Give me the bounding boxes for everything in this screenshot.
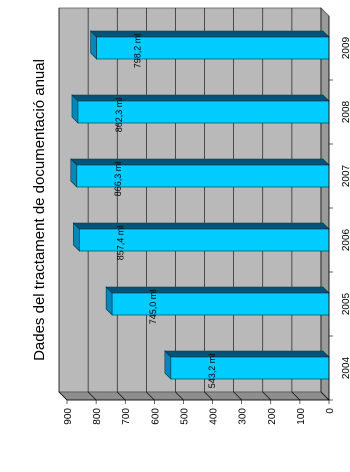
data-labels: 543,2 ml 745,0 ml 857,4 ml 866,3 ml 862,3 ml… — [113, 34, 217, 389]
category-tick-label: 2009 — [341, 36, 350, 59]
bar-side-face — [70, 158, 330, 166]
chart-walls — [58, 7, 330, 401]
back-wall — [58, 7, 322, 393]
gridline-depth — [146, 391, 155, 401]
gridline-depth — [262, 391, 271, 401]
category-axis-ticks: 2004 2005 2006 2007 2008 2009 — [328, 16, 350, 401]
value-tick-label: 100 — [296, 408, 307, 425]
data-label: 745,0 ml — [148, 290, 158, 325]
data-label: 866,3 ml — [113, 162, 123, 197]
category-tick-label: 2004 — [341, 356, 350, 379]
data-label: 798,2 ml — [133, 34, 143, 69]
gridline-depth — [291, 391, 301, 401]
bar-side-face — [164, 350, 330, 358]
bar — [96, 36, 330, 60]
gridline-depth — [233, 391, 242, 401]
data-label: 543,2 ml — [207, 354, 217, 389]
value-axis-ticks: 0 100 200 300 400 500 600 700 800 900 — [63, 399, 336, 425]
category-tick-label: 2008 — [341, 100, 350, 123]
data-label: 857,4 ml — [115, 226, 125, 261]
value-tick-label: 200 — [267, 408, 278, 425]
value-tick-label: 500 — [179, 408, 190, 425]
gridline-depth — [87, 391, 97, 401]
bar — [170, 356, 330, 380]
gridline-depth — [320, 391, 330, 401]
data-label: 862,3 ml — [114, 98, 124, 133]
bar-side-face — [105, 286, 330, 294]
bar-side-face — [71, 94, 330, 102]
side-wall — [58, 391, 330, 401]
category-tick-label: 2006 — [341, 228, 350, 251]
gridlines — [58, 8, 330, 404]
value-tick-label: 700 — [121, 408, 132, 425]
floor — [320, 7, 330, 401]
category-tick-label: 2005 — [341, 292, 350, 315]
gridline-depth — [58, 391, 68, 401]
bar — [111, 292, 330, 316]
value-tick-label: 400 — [209, 408, 220, 425]
value-tick-label: 800 — [92, 408, 103, 425]
value-tick-label: 0 — [325, 408, 336, 414]
value-tick-label: 300 — [238, 408, 249, 425]
chart-title: Dades del tractament de documentació anu… — [31, 59, 48, 361]
bar-side-face — [89, 30, 330, 38]
gridline-depth — [204, 391, 213, 401]
bar-side-face — [72, 222, 330, 230]
gridline-depth — [175, 391, 184, 401]
value-tick-label: 600 — [150, 408, 161, 425]
bars — [70, 30, 330, 380]
category-tick-label: 2007 — [341, 164, 350, 187]
gridline-depth — [117, 391, 126, 401]
value-tick-label: 900 — [63, 408, 74, 425]
